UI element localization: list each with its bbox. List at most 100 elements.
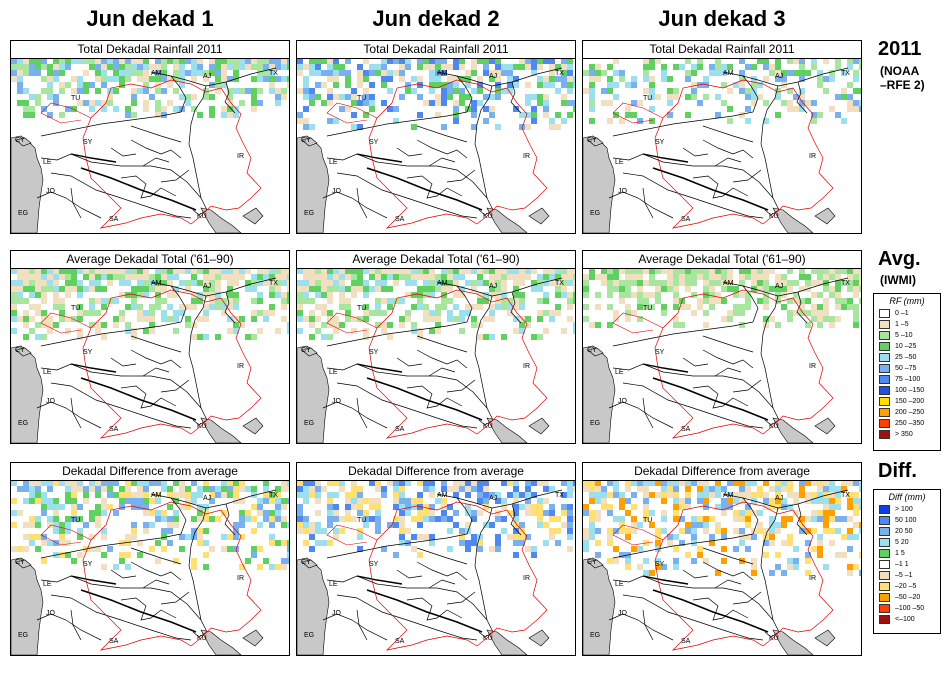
precip-cell: [661, 304, 667, 310]
precip-cell: [613, 528, 619, 534]
precip-cell: [817, 304, 823, 310]
svg-text:CY: CY: [15, 137, 25, 144]
precip-cell: [763, 316, 769, 322]
precip-cell: [799, 76, 805, 82]
precip-cell: [631, 112, 637, 118]
precip-cell: [513, 316, 519, 322]
precip-cell: [429, 82, 435, 88]
precip-cell: [411, 304, 417, 310]
precip-cell: [399, 58, 405, 64]
legend-swatch: [879, 397, 890, 406]
precip-cell: [793, 58, 799, 64]
precip-cell: [483, 492, 489, 498]
precip-cell: [495, 298, 501, 304]
precip-cell: [775, 552, 781, 558]
precip-cell: [411, 280, 417, 286]
precip-cell: [309, 100, 315, 106]
precip-cell: [537, 510, 543, 516]
svg-text:AM: AM: [437, 280, 448, 287]
precip-cell: [303, 522, 309, 528]
precip-cell: [327, 76, 333, 82]
precip-cell: [357, 76, 363, 82]
precip-cell: [757, 510, 763, 516]
precip-cell: [381, 100, 387, 106]
precip-cell: [59, 304, 65, 310]
precip-cell: [417, 286, 423, 292]
precip-cell: [357, 498, 363, 504]
precip-cell: [573, 76, 575, 82]
precip-cell: [673, 564, 679, 570]
precip-cell: [363, 94, 369, 100]
precip-cell: [829, 486, 835, 492]
precip-cell: [751, 534, 757, 540]
precip-cell: [327, 58, 333, 64]
precip-cell: [555, 268, 561, 274]
precip-cell: [233, 88, 239, 94]
precip-cell: [95, 322, 101, 328]
precip-cell: [399, 528, 405, 534]
precip-cell: [583, 316, 589, 322]
precip-cell: [17, 88, 23, 94]
precip-cell: [321, 268, 327, 274]
precip-cell: [17, 100, 23, 106]
precip-cell: [263, 64, 269, 70]
precip-cell: [71, 274, 77, 280]
precip-cell: [77, 480, 83, 486]
precip-cell: [847, 280, 853, 286]
precip-cell: [327, 268, 333, 274]
precip-cell: [739, 112, 745, 118]
precip-cell: [131, 88, 137, 94]
precip-cell: [375, 522, 381, 528]
precip-cell: [221, 112, 227, 118]
precip-cell: [429, 64, 435, 70]
svg-text:KU: KU: [769, 423, 779, 430]
precip-cell: [297, 480, 303, 486]
precip-cell: [83, 268, 89, 274]
precip-cell: [119, 504, 125, 510]
precip-cell: [23, 522, 29, 528]
precip-cell: [667, 112, 673, 118]
precip-cell: [567, 480, 573, 486]
precip-cell: [679, 304, 685, 310]
precip-cell: [453, 316, 459, 322]
precip-cell: [11, 546, 17, 552]
precip-cell: [477, 492, 483, 498]
precip-cell: [673, 94, 679, 100]
precip-cell: [477, 498, 483, 504]
precip-cell: [179, 546, 185, 552]
precip-cell: [859, 106, 861, 112]
precip-cell: [787, 486, 793, 492]
precip-cell: [631, 310, 637, 316]
precip-cell: [685, 70, 691, 76]
precip-cell: [727, 88, 733, 94]
precip-cell: [739, 516, 745, 522]
precip-cell: [65, 64, 71, 70]
precip-cell: [185, 504, 191, 510]
precip-cell: [453, 492, 459, 498]
precip-cell: [537, 274, 543, 280]
precip-cell: [661, 486, 667, 492]
precip-cell: [101, 274, 107, 280]
precip-cell: [53, 286, 59, 292]
precip-cell: [297, 64, 303, 70]
precip-cell: [227, 94, 233, 100]
precip-cell: [251, 504, 257, 510]
precip-cell: [465, 304, 471, 310]
precip-cell: [77, 304, 83, 310]
precip-cell: [77, 58, 83, 64]
precip-cell: [679, 504, 685, 510]
precip-cell: [269, 88, 275, 94]
panel-avg-dekad-1: Average Dekadal Total ('61–90): [10, 250, 290, 444]
precip-cell: [29, 292, 35, 298]
precip-cell: [513, 328, 519, 334]
svg-text:TX: TX: [841, 280, 850, 287]
precip-cell: [185, 486, 191, 492]
precip-cell: [589, 94, 595, 100]
precip-cell: [215, 492, 221, 498]
precip-cell: [155, 100, 161, 106]
precip-cell: [637, 292, 643, 298]
precip-cell: [257, 564, 263, 570]
precip-cell: [53, 58, 59, 64]
precip-cell: [781, 286, 787, 292]
svg-text:KU: KU: [483, 635, 493, 642]
